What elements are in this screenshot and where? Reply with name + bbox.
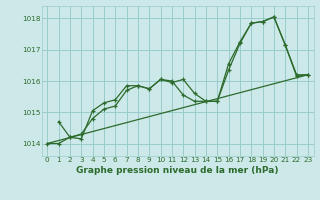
X-axis label: Graphe pression niveau de la mer (hPa): Graphe pression niveau de la mer (hPa) bbox=[76, 166, 279, 175]
